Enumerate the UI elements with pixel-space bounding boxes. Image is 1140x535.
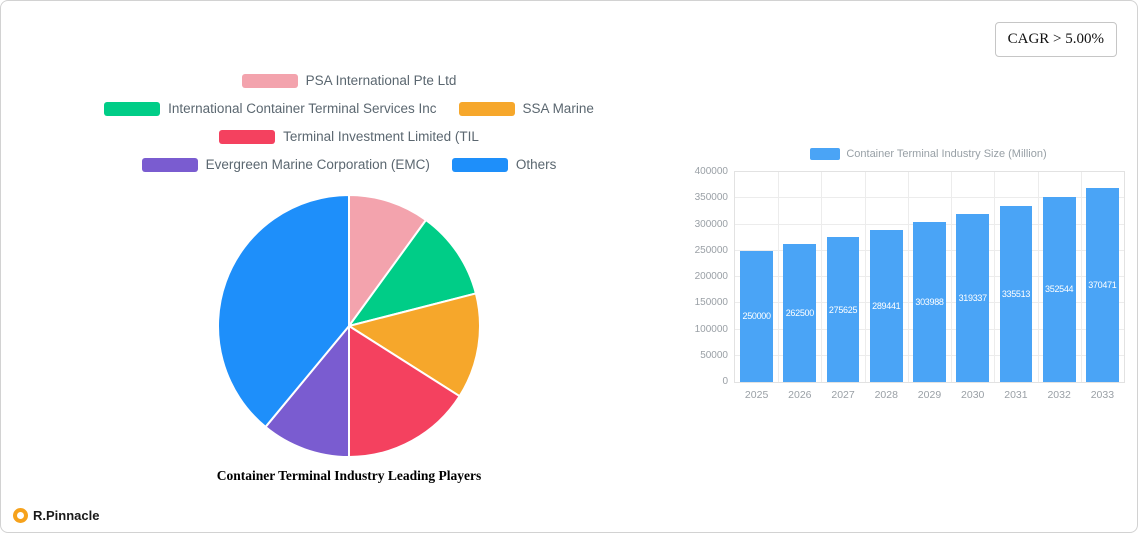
legend-label: Others [515,157,557,172]
bar[interactable]: 303988 [913,222,946,382]
bar-value-label: 303988 [915,297,944,308]
bar[interactable]: 319337 [956,214,990,382]
pie-legend-item[interactable]: SSA Marine [458,101,594,116]
legend-label: SSA Marine [522,101,594,116]
gridline [778,172,780,382]
legend-label: International Container Terminal Service… [168,101,437,116]
pie-chart [217,194,481,458]
brand: R.Pinnacle [13,508,99,523]
x-tick-label: 2026 [788,389,812,401]
bar[interactable]: 370471 [1085,187,1119,382]
bar-value-label: 275625 [828,304,858,315]
bar-value-label: 262500 [785,308,815,319]
x-tick-label: 2028 [874,389,898,401]
y-tick-label: 350000 [694,192,728,204]
pie-legend-item[interactable]: International Container Terminal Service… [104,101,437,116]
gridline [864,172,866,382]
cagr-badge: CAGR > 5.00% [994,22,1117,57]
bar-legend[interactable]: Container Terminal Industry Size (Millio… [734,148,1123,160]
bar-value-label: 352544 [1045,284,1074,295]
pie-legend-item[interactable]: Evergreen Marine Corporation (EMC) [141,157,430,172]
legend-swatch [241,73,298,88]
legend-swatch [451,157,508,172]
bar-value-label: 319337 [958,293,988,304]
brand-logo-icon [13,508,28,523]
y-tick-label: 300000 [694,218,728,230]
gridline [1080,172,1082,382]
pie-slice[interactable] [264,325,350,458]
y-tick-label: 100000 [694,323,728,335]
pie-legend-item[interactable]: Others [451,157,557,172]
gridline [735,197,1124,199]
pie-legend-item[interactable]: PSA International Pte Ltd [241,73,457,88]
legend-swatch [141,157,198,172]
x-tick-label: 2031 [1004,389,1028,401]
bar-value-label: 370471 [1088,279,1117,290]
legend-swatch [458,101,515,116]
legend-swatch [104,101,161,116]
bar[interactable]: 262500 [783,244,817,382]
y-tick-label: 150000 [694,297,728,309]
bar[interactable]: 275625 [826,237,860,382]
pie-legend: PSA International Pte Ltd International C… [69,73,629,172]
gridline [1037,172,1039,382]
y-tick-label: 200000 [694,271,728,282]
legend-label: PSA International Pte Ltd [305,73,457,88]
y-tick-label: 400000 [694,166,728,177]
bar-value-label: 335513 [1001,288,1031,299]
x-tick-label: 2030 [961,389,985,401]
pie-slice[interactable] [217,194,350,428]
legend-label: Terminal Investment Limited (TIL [283,129,479,144]
pie-slice[interactable] [348,219,477,327]
pie-chart-title: Container Terminal Industry Leading Play… [216,468,482,483]
legend-swatch [219,129,276,144]
brand-name: R.Pinnacle [33,508,100,523]
x-tick-label: 2029 [917,389,942,401]
bar[interactable]: 289441 [869,230,903,382]
gridline [994,172,996,382]
pie-legend-item[interactable]: Terminal Investment Limited (TIL [219,129,479,144]
y-tick-label: 0 [722,376,728,387]
y-tick-label: 250000 [694,244,728,256]
bar[interactable]: 352544 [1042,196,1076,382]
bar-value-label: 289441 [872,301,901,312]
pie-slice[interactable] [348,292,481,398]
gridline [907,172,909,382]
bar[interactable]: 335513 [999,205,1033,382]
bar-chart-plot-area: 0 50000 100000 150000 200000 250000 300000 3500… [695,166,1125,401]
bar-legend-swatch [810,148,841,160]
x-tick-label: 2032 [1047,389,1071,401]
gridline [821,172,823,382]
x-tick-label: 2027 [831,389,855,401]
bar-legend-label: Container Terminal Industry Size (Millio… [846,148,1047,160]
gridline [951,172,953,382]
x-tick-label: 2033 [1090,389,1115,401]
x-tick-label: 2025 [744,389,769,401]
pie-slice[interactable] [348,325,461,458]
legend-label: Evergreen Marine Corporation (EMC) [205,157,430,172]
y-tick-label: 50000 [700,349,728,361]
bar[interactable]: 250000 [740,250,774,382]
bar-value-label: 250000 [742,311,771,322]
pie-slice[interactable] [348,194,427,327]
